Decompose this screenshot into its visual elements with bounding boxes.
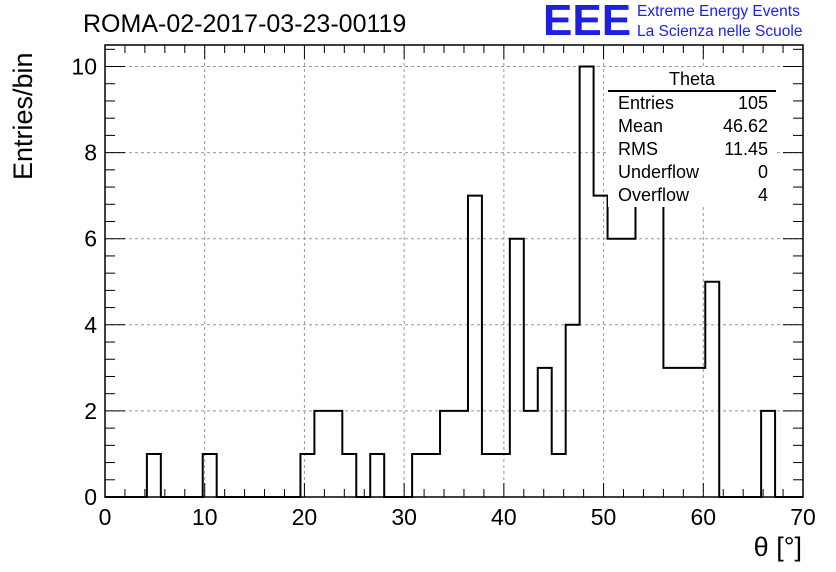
x-tick-label: 30 [391,504,417,530]
histogram-bin [622,239,636,497]
x-tick-label: 20 [292,504,318,530]
stats-row-mean: Mean 46.62 [608,115,776,138]
stats-row-entries: Entries 105 [608,92,776,115]
stats-row-overflow: Overflow 4 [608,184,776,207]
histogram-bin [705,282,719,497]
histogram-bin [300,454,314,497]
stats-box: Theta Entries 105 Mean 46.62 RMS 11.45 U… [608,68,776,207]
x-tick-label: 0 [99,504,112,530]
x-axis-label: θ [°] [753,532,802,562]
stats-row-underflow: Underflow 0 [608,161,776,184]
x-tick-label: 40 [491,504,517,530]
histogram-bin [426,454,440,497]
stats-value: 0 [757,162,768,182]
y-tick-label: 4 [84,312,97,338]
histogram-bin [608,239,622,497]
stats-label: Underflow [618,162,700,182]
histogram-bin [314,411,328,497]
histogram-bin [328,411,342,497]
histogram-bin [677,368,691,497]
x-tick-label: 60 [690,504,716,530]
histogram-bin [538,368,552,497]
chart-title: ROMA-02-2017-03-23-00119 [83,10,407,38]
histogram-bin [440,411,454,497]
stats-value: 11.45 [724,139,768,159]
histogram-bin [761,411,775,497]
x-tick-label: 50 [591,504,617,530]
tick-marks [104,45,804,498]
histogram-bin [147,454,161,497]
histogram-bin [635,196,649,497]
stats-value: 46.62 [722,116,768,136]
histogram-bin [580,67,594,497]
histogram-bin [454,411,468,497]
plot-frame [104,44,804,498]
logo-caption-line2: La Scienza nelle Scuole [637,23,803,40]
histogram-bin [594,196,608,497]
logo-caption: Extreme Energy Events La Scienza nelle S… [637,2,802,42]
y-tick-label: 10 [71,54,97,80]
stats-title: Theta [608,68,776,92]
stats-value: 4 [757,185,768,205]
stats-label: Mean [618,116,664,136]
stats-value: 105 [737,93,768,113]
logo-caption-line1: Extreme Energy Events [637,3,800,20]
eee-logo: EEE [543,0,632,45]
histogram-bin [663,368,677,497]
y-tick-label: 0 [84,484,97,510]
stats-label: Overflow [618,185,690,205]
histogram-bin [370,454,384,497]
histogram-bin [524,411,538,497]
y-tick-label: 8 [84,140,97,166]
histogram-bin [496,454,510,497]
axes [104,44,804,498]
y-tick-label: 6 [84,226,97,252]
x-tick-label: 10 [192,504,218,530]
stats-label: RMS [618,139,658,159]
y-tick-label: 2 [84,398,97,424]
y-axis-label: Entries/bin [8,52,38,180]
stats-label: Entries [618,93,675,113]
histogram-bin [510,239,524,497]
stats-row-rms: RMS 11.45 [608,138,776,161]
x-tick-label: 70 [790,504,816,530]
histogram-bin [468,196,482,497]
